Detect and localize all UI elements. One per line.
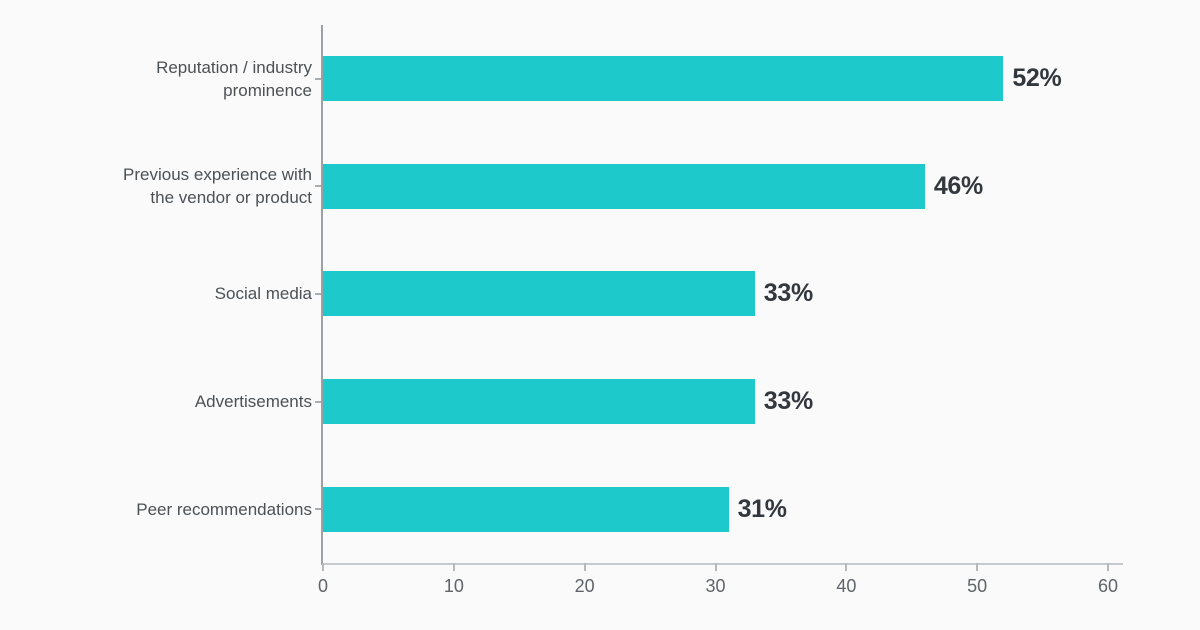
- x-tick-label: 20: [574, 576, 595, 596]
- x-tick-mark: [976, 563, 979, 571]
- x-tick-label: 50: [967, 576, 988, 596]
- category-labels: Reputation / industry prominence Previous…: [97, 25, 322, 563]
- x-tick-label: 40: [836, 576, 857, 596]
- x-tick-mark: [583, 563, 586, 571]
- bar-peer-recommendations[interactable]: [323, 486, 729, 532]
- bar-row-peer-recommendations: 31%: [323, 455, 1108, 563]
- category-row-advertisements: Advertisements: [97, 348, 322, 456]
- bar-social-media[interactable]: [323, 271, 755, 317]
- category-tick-mark: [315, 292, 322, 295]
- x-axis-line: [322, 563, 1123, 565]
- category-row-previous-experience-with-the-vendor-or-product: Previous experience with the vendor or p…: [97, 133, 322, 241]
- category-row-social-media: Social media: [97, 240, 322, 348]
- x-tick-mark: [845, 563, 848, 571]
- x-tick-label: 0: [317, 576, 328, 596]
- y-axis-line: [321, 25, 323, 565]
- category-tick-mark: [315, 400, 322, 403]
- category-tick-mark: [315, 185, 322, 188]
- category-label: Previous experience with the vendor or p…: [123, 165, 312, 208]
- bar-previous-experience-with-the-vendor-or-product[interactable]: [323, 163, 925, 209]
- x-tick-label: 60: [1097, 576, 1119, 596]
- bar-value-label: 52%: [1012, 64, 1062, 93]
- x-tick-mark: [452, 563, 455, 571]
- category-row-peer-recommendations: Peer recommendations: [97, 455, 322, 563]
- bar-value-label: 33%: [763, 279, 813, 308]
- category-label: Advertisements: [194, 392, 312, 412]
- bar-advertisements[interactable]: [323, 379, 755, 425]
- bar-value-label: 31%: [737, 494, 787, 523]
- category-tick-mark: [315, 508, 322, 511]
- bar-reputation-industry-prominence[interactable]: [323, 56, 1004, 102]
- x-tick-mark: [714, 563, 717, 571]
- plot-area: 52% 46% 33% 33% 31%: [323, 25, 1108, 563]
- bar-value-label: 46%: [933, 171, 983, 200]
- x-tick-mark: [322, 563, 324, 571]
- x-tick-label: 30: [705, 576, 726, 596]
- x-tick-mark: [1107, 563, 1109, 571]
- bar-row-social-media: 33%: [323, 240, 1108, 348]
- bar-value-label: 33%: [763, 387, 813, 416]
- category-label: Peer recommendations: [136, 499, 312, 519]
- category-label: Reputation / industry prominence: [156, 57, 312, 100]
- bar-row-advertisements: 33%: [323, 348, 1108, 456]
- x-tick-label: 10: [443, 576, 464, 596]
- category-label: Social media: [214, 284, 312, 304]
- category-row-reputation-industry-prominence: Reputation / industry prominence: [97, 25, 322, 133]
- category-tick-mark: [315, 77, 322, 80]
- bar-row-reputation-industry-prominence: 52%: [323, 25, 1108, 133]
- bar-row-previous-experience-with-the-vendor-or-product: 46%: [323, 133, 1108, 241]
